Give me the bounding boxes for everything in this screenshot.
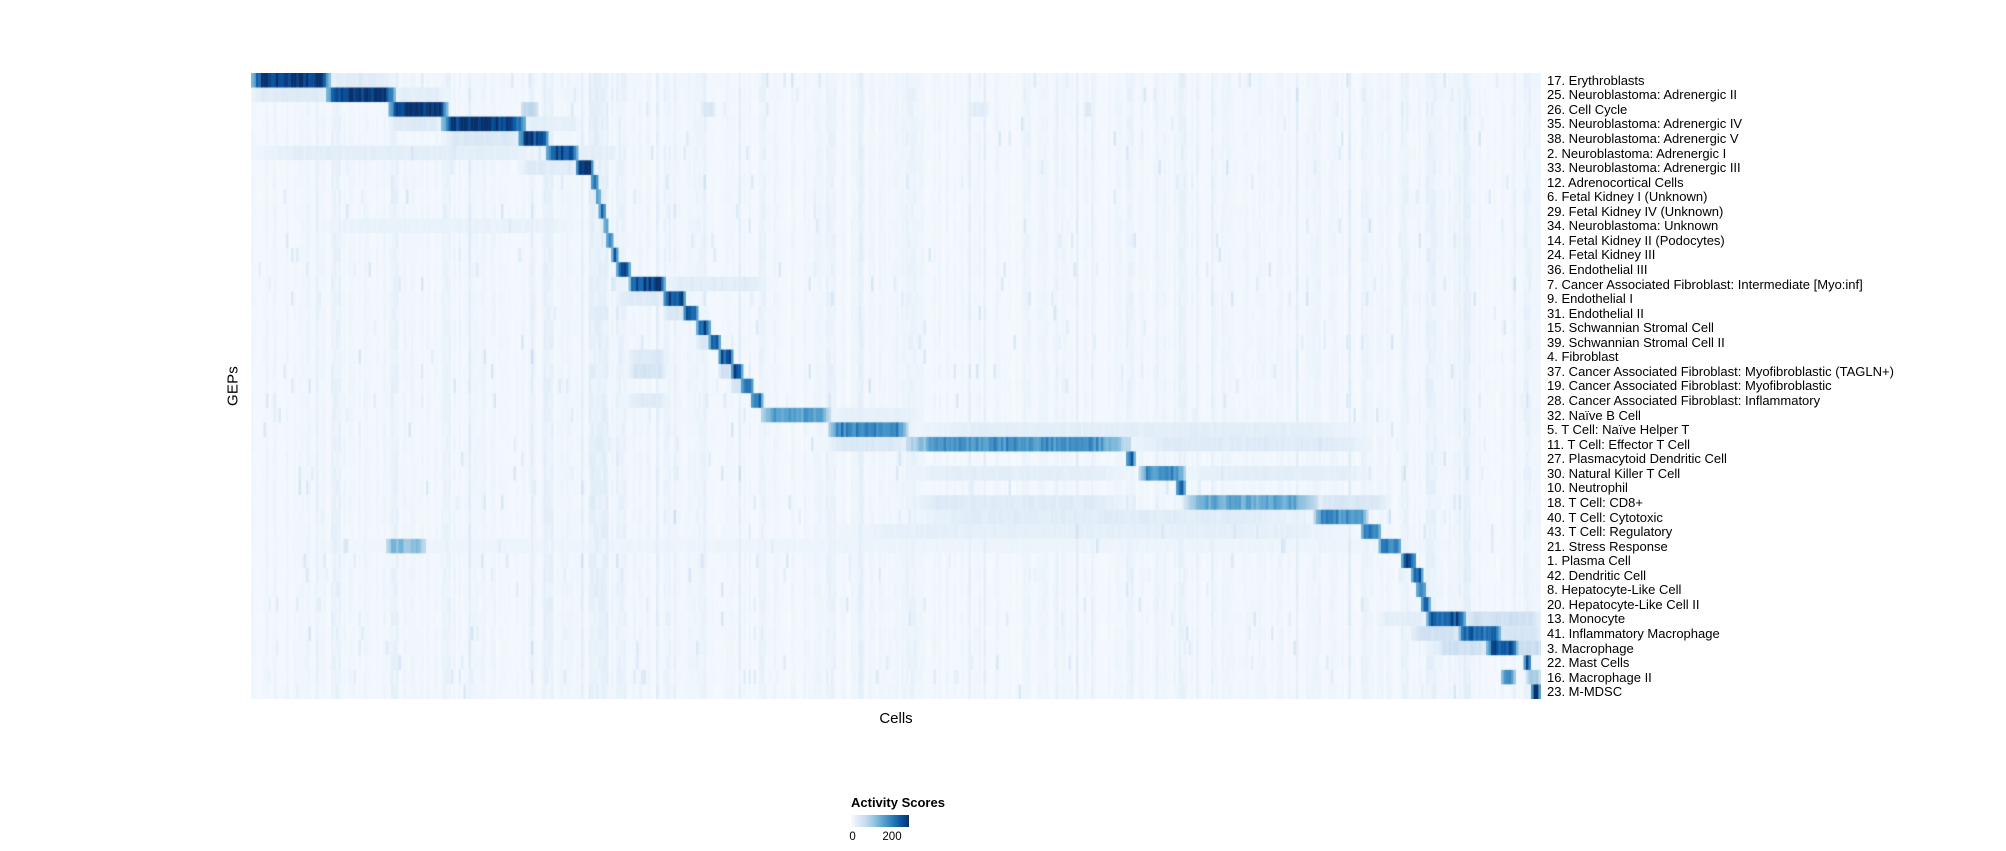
row-label: 3. Macrophage [1547, 640, 1634, 656]
row-label: 22. Mast Cells [1547, 655, 1630, 671]
row-label: 28. Cancer Associated Fibroblast: Inflam… [1547, 393, 1821, 409]
row-label: 13. Monocyte [1547, 611, 1626, 627]
x-axis-label: Cells [879, 710, 913, 727]
row-labels: 17. Erythroblasts 25. Neuroblastoma: Adre… [1547, 73, 1997, 699]
row-label: 32. Naïve B Cell [1547, 407, 1641, 423]
row-label: 10. Neutrophil [1547, 480, 1628, 496]
y-axis-label: GEPs [224, 366, 242, 406]
row-label: 16. Macrophage II [1547, 669, 1652, 685]
row-label: 36. Endothelial III [1547, 262, 1648, 278]
colorbar-legend: Activity Scores 0 200 [849, 795, 1011, 845]
row-label: 20. Hepatocyte-Like Cell II [1547, 596, 1700, 612]
row-label: 34. Neuroblastoma: Unknown [1547, 218, 1719, 234]
legend-ticks: 0 200 [849, 831, 909, 845]
row-label: 37. Cancer Associated Fibroblast: Myofib… [1547, 363, 1894, 379]
row-label: 9. Endothelial I [1547, 291, 1634, 307]
heatmap-canvas [251, 73, 1541, 699]
row-label: 31. Endothelial II [1547, 305, 1644, 321]
row-label: 42. Dendritic Cell [1547, 567, 1646, 583]
row-label: 17. Erythroblasts [1547, 72, 1645, 88]
legend-title: Activity Scores [851, 795, 945, 810]
row-label: 15. Schwannian Stromal Cell [1547, 320, 1714, 336]
row-label: 8. Hepatocyte-Like Cell [1547, 582, 1682, 598]
row-label: 33. Neuroblastoma: Adrenergic III [1547, 160, 1741, 176]
legend-tick-max: 200 [882, 831, 902, 843]
row-label: 2. Neuroblastoma: Adrenergic I [1547, 145, 1727, 161]
row-label: 6. Fetal Kidney I (Unknown) [1547, 189, 1708, 205]
legend-gradient-bar [851, 815, 909, 827]
row-label: 35. Neuroblastoma: Adrenergic IV [1547, 116, 1743, 132]
row-label: 1. Plasma Cell [1547, 553, 1631, 569]
row-label: 43. T Cell: Regulatory [1547, 524, 1673, 540]
row-label: 11. T Cell: Effector T Cell [1547, 436, 1691, 452]
row-label: 5. T Cell: Naïve Helper T [1547, 422, 1690, 438]
row-label: 40. T Cell: Cytotoxic [1547, 509, 1663, 525]
row-label: 41. Inflammatory Macrophage [1547, 625, 1720, 641]
row-label: 25. Neuroblastoma: Adrenergic II [1547, 87, 1738, 103]
row-label: 39. Schwannian Stromal Cell II [1547, 334, 1725, 350]
row-label: 29. Fetal Kidney IV (Unknown) [1547, 203, 1724, 219]
row-label: 27. Plasmacytoid Dendritic Cell [1547, 451, 1727, 467]
row-label: 19. Cancer Associated Fibroblast: Myofib… [1547, 378, 1832, 394]
row-label: 24. Fetal Kidney III [1547, 247, 1656, 263]
row-label: 14. Fetal Kidney II (Podocytes) [1547, 232, 1725, 248]
row-label: 12. Adrenocortical Cells [1547, 174, 1684, 190]
row-label: 21. Stress Response [1547, 538, 1668, 554]
row-label: 30. Natural Killer T Cell [1547, 465, 1681, 481]
row-label: 38. Neuroblastoma: Adrenergic V [1547, 130, 1739, 146]
row-label: 4. Fibroblast [1547, 349, 1619, 365]
row-label: 26. Cell Cycle [1547, 101, 1628, 117]
row-label: 7. Cancer Associated Fibroblast: Interme… [1547, 276, 1863, 292]
legend-tick-min: 0 [849, 831, 856, 843]
row-label: 23. M-MDSC [1547, 684, 1623, 700]
row-label: 18. T Cell: CD8+ [1547, 494, 1643, 510]
